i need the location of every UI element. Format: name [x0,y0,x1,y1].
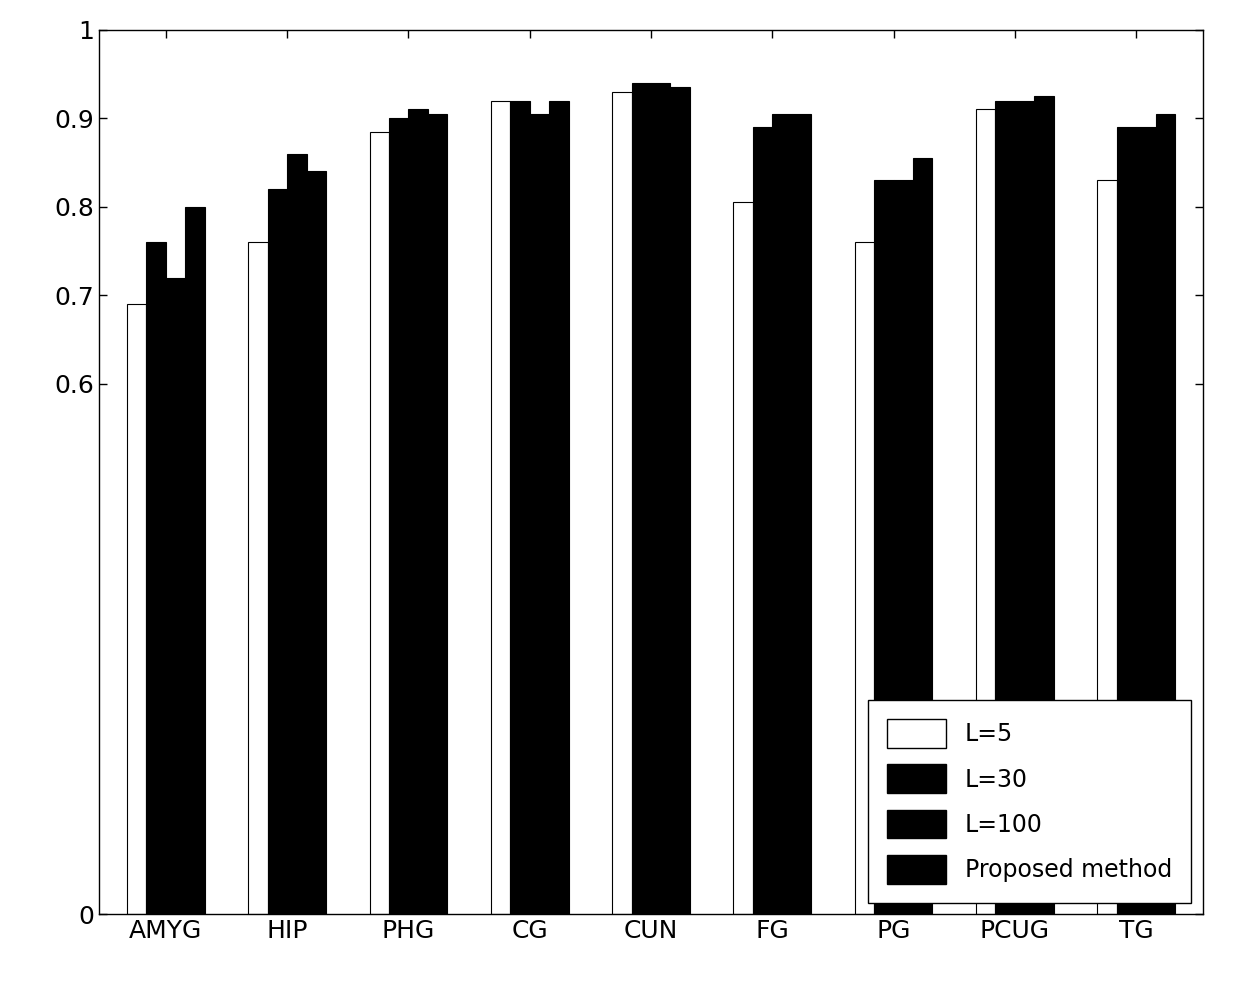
Bar [913,158,932,914]
Bar [511,100,529,914]
Bar [894,180,913,914]
Bar [651,83,671,914]
Bar [773,114,791,914]
Bar [370,131,389,914]
Bar [996,100,1014,914]
Bar [1097,180,1117,914]
Bar [549,100,568,914]
Bar [428,114,448,914]
Bar [408,109,428,914]
Bar [976,109,996,914]
Bar [166,277,185,914]
Bar [631,83,651,914]
Bar [734,203,753,914]
Bar [613,91,631,914]
Legend: L=5, L=30, L=100, Proposed method: L=5, L=30, L=100, Proposed method [868,700,1190,903]
Bar [389,118,408,914]
Bar [874,180,894,914]
Bar [126,304,146,914]
Bar [185,207,205,914]
Bar [491,100,511,914]
Bar [753,127,773,914]
Bar [248,243,268,914]
Bar [854,243,874,914]
Bar [1117,127,1136,914]
Bar [529,114,549,914]
Bar [146,243,166,914]
Bar [306,171,326,914]
Bar [1156,114,1176,914]
Bar [791,114,811,914]
Bar [1014,100,1034,914]
Bar [1034,96,1054,914]
Bar [268,189,288,914]
Bar [1136,127,1156,914]
Bar [288,154,306,914]
Bar [671,87,689,914]
